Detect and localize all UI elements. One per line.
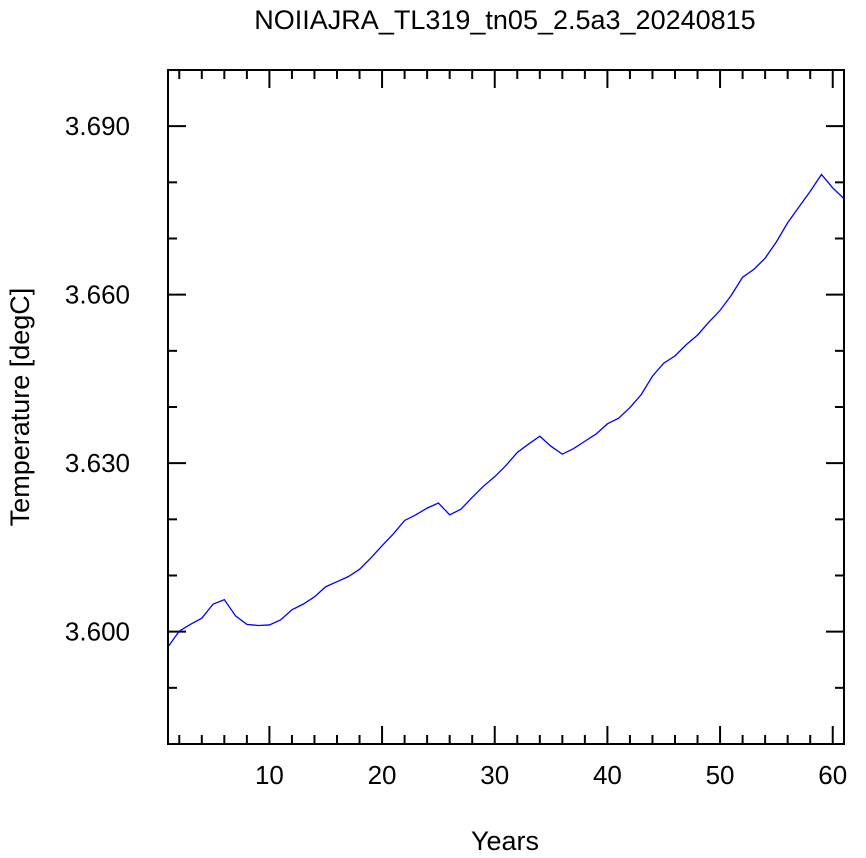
x-tick-label: 40: [593, 760, 622, 790]
x-axis-label: Years: [471, 826, 539, 856]
y-tick-label: 3.690: [65, 111, 130, 141]
y-axis-label: Temperature [degC]: [5, 288, 35, 527]
x-tick-label: 10: [255, 760, 284, 790]
y-axis: 3.600 3.630 3.660 3.690: [65, 69, 844, 745]
x-tick-label: 50: [706, 760, 735, 790]
chart-title: NOIIAJRA_TL319_tn05_2.5a3_20240815: [254, 5, 755, 35]
temperature-series-line: [167, 173, 845, 648]
x-tick-label: 60: [818, 760, 847, 790]
x-tick-label: 20: [368, 760, 397, 790]
y-tick-label: 3.630: [65, 448, 130, 478]
x-axis: 10 20 30 40 50 60: [178, 70, 847, 790]
plot-frame: [167, 69, 845, 745]
y-tick-label: 3.600: [65, 617, 130, 647]
x-tick-label: 30: [480, 760, 509, 790]
y-tick-label: 3.660: [65, 280, 130, 310]
